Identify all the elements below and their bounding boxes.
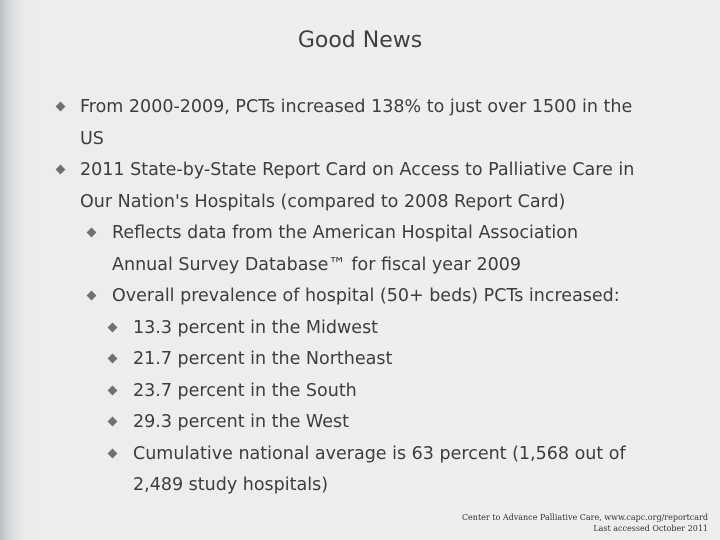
sub-sub-bullet-item: 29.3 percent in the West: [26, 407, 666, 439]
diamond-bullet-icon: [86, 290, 97, 301]
bullet-list: From 2000-2009, PCTs increased 138% to j…: [26, 92, 666, 502]
diamond-bullet-icon: [107, 353, 118, 364]
bullet-text-continued: 2,489 study hospitals): [133, 475, 329, 495]
bullet-text: Reflects data from the American Hospital…: [112, 223, 579, 243]
bullet-text: 29.3 percent in the West: [133, 412, 349, 432]
bullet-text: Overall prevalence of hospital (50+ beds…: [112, 286, 620, 306]
sub-sub-bullet-item: 13.3 percent in the Midwest: [26, 313, 666, 345]
bullet-text: 23.7 percent in the South: [133, 380, 357, 401]
source-citation: Center to Advance Palliative Care, www.c…: [462, 512, 708, 534]
bullet-text: 2011 State-by-State Report Card on Acces…: [80, 160, 635, 180]
sub-sub-bullet-item: 21.7 percent in the Northeast: [26, 344, 666, 376]
bullet-text-continued: Annual Survey Database™ for fiscal year …: [112, 254, 522, 275]
sub-bullet-item: Reflects data from the American Hospital…: [26, 218, 666, 281]
bullet-text-continued: US: [80, 128, 104, 149]
bullet-text: 21.7 percent in the Northeast: [133, 349, 393, 369]
diamond-bullet-icon: [55, 101, 66, 112]
slide-title: Good News: [297, 28, 423, 53]
diamond-bullet-icon: [86, 227, 97, 238]
diamond-bullet-icon: [107, 416, 118, 427]
sub-sub-bullet-item: Cumulative national average is 63 percen…: [26, 439, 666, 502]
diamond-bullet-icon: [55, 164, 66, 175]
citation-source: Center to Advance Palliative Care, www.c…: [461, 513, 708, 522]
bullet-item: 2011 State-by-State Report Card on Acces…: [26, 155, 666, 218]
bullet-text: From 2000-2009, PCTs increased 138% to j…: [80, 97, 633, 117]
diamond-bullet-icon: [107, 385, 118, 395]
bullet-text: 13.3 percent in the Midwest: [133, 317, 379, 338]
bullet-item: From 2000-2009, PCTs increased 138% to j…: [26, 92, 666, 155]
bullet-text-continued: Our Nation's Hospitals (compared to 2008…: [80, 191, 566, 212]
diamond-bullet-icon: [107, 322, 118, 332]
sub-sub-bullet-item: 23.7 percent in the South: [26, 376, 666, 408]
diamond-bullet-icon: [107, 448, 118, 458]
sub-bullet-item: Overall prevalence of hospital (50+ beds…: [26, 281, 666, 313]
citation-accessed-date: Last accessed October 2011: [593, 524, 708, 533]
bullet-text: Cumulative national average is 63 percen…: [133, 443, 626, 464]
